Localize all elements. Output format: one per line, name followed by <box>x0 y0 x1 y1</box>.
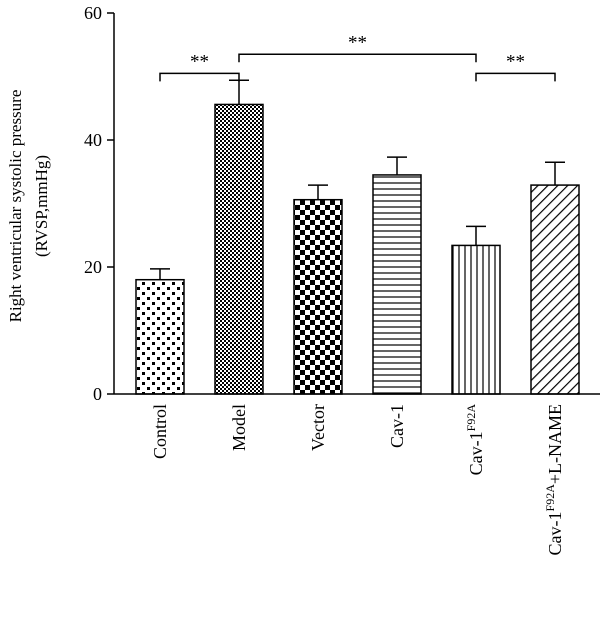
significance-bracket-2 <box>475 72 556 82</box>
y-axis-title-line-1: Right ventricular systolic pressure <box>6 90 25 323</box>
y-tick-label: 20 <box>84 257 102 277</box>
x-axis-labels: Control Model Vector Cav-1Cav-1F92ACav-1F92… <box>150 404 565 556</box>
y-tick-label: 40 <box>84 130 102 150</box>
y-axis-title: Right ventricular systolic pressure (RVS… <box>6 90 51 323</box>
y-axis-ticks: 0 20 40 60 <box>84 3 114 404</box>
x-tick-label-superscript: F92A <box>464 404 478 432</box>
y-axis-title-line-2: (RVSP,mmHg) <box>32 155 51 257</box>
x-tick-label-suffix: +L-NAME <box>545 404 565 484</box>
x-tick-label-superscript: F92A <box>543 484 557 512</box>
bar-5 <box>530 184 580 395</box>
x-tick-label-1: Model <box>229 404 249 451</box>
y-tick-label: 0 <box>93 384 102 404</box>
y-tick-label: 60 <box>84 3 102 23</box>
x-tick-label-base: Cav-1 <box>545 511 565 555</box>
significance-label-2: ** <box>506 51 525 72</box>
svg-text:Vector: Vector <box>308 404 328 451</box>
significance-label-0: ** <box>190 51 209 72</box>
significance-label-1: ** <box>348 32 367 53</box>
x-tick-label-3: Cav-1 <box>387 404 407 448</box>
x-tick-label-base: Cav-1 <box>466 431 486 475</box>
x-tick-label-2: Vector <box>308 404 328 451</box>
x-tick-label-base: Vector <box>308 404 328 451</box>
error-bars <box>150 79 565 280</box>
bar-1 <box>214 103 264 395</box>
svg-text:Cav-1F92A: Cav-1F92A <box>464 404 486 476</box>
bar-4 <box>451 244 501 395</box>
svg-text:Cav-1: Cav-1 <box>387 404 407 448</box>
bar-3 <box>372 174 422 395</box>
x-tick-label-base: Model <box>229 404 249 451</box>
significance-bracket-0 <box>159 72 240 82</box>
x-tick-label-base: Control <box>150 404 170 459</box>
x-tick-label-0: Control <box>150 404 170 459</box>
significance-bracket-1 <box>238 53 477 63</box>
significance-brackets: ** ** ** <box>159 32 556 82</box>
x-tick-label-5: Cav-1F92A+L-NAME <box>543 404 565 555</box>
svg-text:Cav-1F92A+L-NAME: Cav-1F92A+L-NAME <box>543 404 565 555</box>
svg-text:Control: Control <box>150 404 170 459</box>
bars <box>135 103 580 395</box>
bar-2 <box>293 198 343 395</box>
x-tick-label-4: Cav-1F92A <box>464 404 486 476</box>
bar-0 <box>135 278 185 395</box>
svg-text:Model: Model <box>229 404 249 451</box>
x-tick-label-base: Cav-1 <box>387 404 407 448</box>
